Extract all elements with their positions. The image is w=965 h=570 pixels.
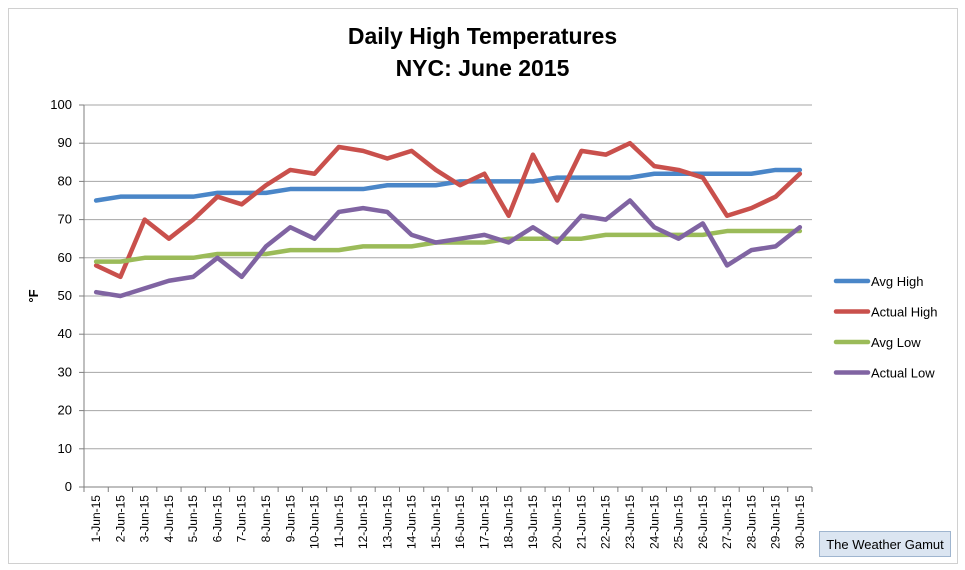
x-tick-label: 13-Jun-15 (380, 495, 394, 549)
y-tick-label: 0 (65, 479, 72, 494)
x-tick-label: 17-Jun-15 (477, 495, 491, 549)
series-line-avg-high (93, 167, 803, 203)
x-tick-label: 11-Jun-15 (332, 495, 346, 548)
y-axis-ticks: 0 10 20 30 40 50 60 70 80 90 100 (50, 97, 84, 494)
legend-label: Avg Low (871, 335, 921, 350)
x-tick-label: 5-Jun-15 (186, 495, 200, 543)
legend-label: Avg High (871, 274, 924, 289)
legend-label: Actual Low (871, 366, 935, 381)
series-line-avg-low (93, 228, 803, 264)
x-tick-label: 25-Jun-15 (672, 495, 686, 549)
y-tick-label: 20 (58, 403, 72, 418)
legend: Avg High Actual High Avg Low Actual Low (833, 274, 937, 381)
x-tick-label: 28-Jun-15 (744, 495, 758, 549)
x-tick-label: 18-Jun-15 (502, 495, 516, 549)
y-axis-label: °F (26, 289, 41, 302)
x-tick-label: 21-Jun-15 (574, 495, 588, 549)
x-tick-label: 9-Jun-15 (283, 495, 297, 543)
x-tick-label: 26-Jun-15 (696, 495, 710, 549)
y-tick-label: 50 (58, 288, 72, 303)
x-tick-label: 2-Jun-15 (113, 495, 127, 543)
series-line-actual-low (93, 198, 803, 299)
x-tick-label: 19-Jun-15 (526, 495, 540, 549)
x-tick-label: 15-Jun-15 (429, 495, 443, 549)
x-tick-label: 20-Jun-15 (550, 495, 564, 549)
chart-title: Daily High Temperatures (347, 23, 618, 49)
x-tick-label: 27-Jun-15 (720, 495, 734, 549)
credit-box: The Weather Gamut (819, 531, 951, 557)
x-tick-label: 7-Jun-15 (235, 495, 249, 543)
y-tick-label: 90 (58, 135, 72, 150)
x-axis-ticks: 1-Jun-15 2-Jun-15 3-Jun-15 4-Jun-15 5-Jun-15… (83, 487, 813, 549)
x-tick-label: 29-Jun-15 (769, 495, 783, 549)
legend-label: Actual High (871, 305, 937, 320)
y-tick-label: 40 (58, 326, 72, 341)
x-tick-label: 8-Jun-15 (259, 495, 273, 543)
gridlines (84, 104, 812, 450)
x-tick-label: 12-Jun-15 (356, 495, 370, 549)
x-tick-label: 3-Jun-15 (138, 495, 152, 543)
y-tick-label: 80 (58, 173, 72, 188)
x-tick-label: 24-Jun-15 (647, 495, 661, 549)
y-tick-label: 70 (58, 212, 72, 227)
x-tick-label: 23-Jun-15 (623, 495, 637, 549)
x-tick-label: 6-Jun-15 (210, 495, 224, 543)
series-lines (93, 140, 803, 299)
x-tick-label: 10-Jun-15 (308, 495, 322, 549)
x-tick-label: 30-Jun-15 (793, 495, 807, 549)
x-tick-label: 22-Jun-15 (599, 495, 613, 549)
y-tick-label: 100 (50, 97, 72, 112)
x-tick-label: 16-Jun-15 (453, 495, 467, 549)
axes (83, 105, 812, 488)
x-tick-label: 4-Jun-15 (162, 495, 176, 543)
y-tick-label: 60 (58, 250, 72, 265)
y-tick-label: 30 (58, 364, 72, 379)
chart-subtitle: NYC: June 2015 (395, 55, 570, 81)
series-line-actual-high (93, 140, 803, 280)
x-tick-label: 14-Jun-15 (405, 495, 419, 549)
x-tick-label: 1-Jun-15 (89, 495, 103, 543)
chart-frame (8, 8, 958, 564)
y-tick-label: 10 (58, 441, 72, 456)
